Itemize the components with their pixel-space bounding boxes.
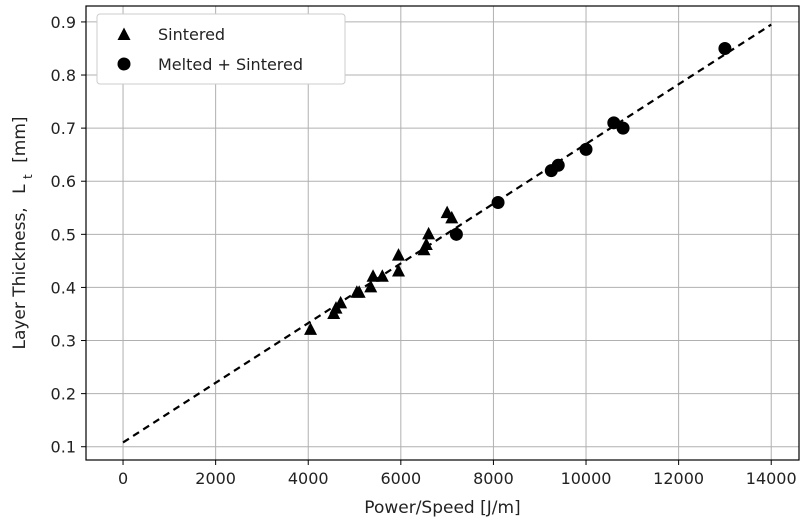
sintered-point (392, 248, 406, 261)
melted-sintered-point (449, 227, 463, 241)
x-tick-label: 2000 (195, 469, 236, 488)
sintered-point (364, 279, 378, 293)
sintered-point (366, 269, 380, 282)
y-axis-label: Layer Thickness, L t [mm] (10, 116, 35, 349)
y-tick-label: 0.1 (51, 438, 76, 457)
y-tick-label: 0.4 (51, 278, 76, 297)
sintered-point (334, 295, 348, 309)
legend-label-melted-sintered: Melted + Sintered (158, 55, 303, 74)
sintered-point (445, 210, 459, 224)
x-axis-label: Power/Speed [J/m] (364, 498, 520, 518)
y-axis-label-unit: [mm] (10, 116, 30, 162)
fit-line-layer (122, 23, 772, 444)
sintered-point (422, 226, 436, 240)
sintered-point (304, 322, 318, 335)
data-markers (304, 41, 732, 335)
sintered-point (352, 285, 366, 298)
x-tick-label: 6000 (380, 469, 421, 488)
legend-triangle-marker (117, 27, 131, 40)
fit-line (122, 23, 772, 444)
x-tick-label: 14000 (746, 469, 797, 488)
legend-box (96, 13, 346, 85)
y-tick-label: 0.6 (51, 172, 76, 191)
y-axis-label-text: Layer Thickness, (10, 207, 30, 349)
sintered-point (375, 269, 389, 282)
melted-sintered-point (551, 158, 565, 172)
y-tick-label: 0.9 (51, 13, 76, 32)
axis-ticks: 0 2000 4000 6000 8000 10000 12000 14000 0.1 0.2 0.… (51, 13, 797, 488)
x-tick-label: 0 (118, 469, 128, 488)
x-tick-label: 8000 (473, 469, 514, 488)
y-tick-label: 0.3 (51, 332, 76, 351)
legend: Sintered Melted + Sintered (96, 13, 346, 85)
legend-label-sintered: Sintered (158, 25, 225, 44)
legend-circle-marker (117, 57, 131, 71)
x-tick-label: 10000 (561, 469, 612, 488)
x-tick-label: 12000 (653, 469, 704, 488)
grid (86, 6, 799, 460)
melted-sintered-point (491, 195, 505, 209)
melted-sintered-point (616, 121, 630, 135)
y-tick-label: 0.8 (51, 66, 76, 85)
x-tick-label: 4000 (288, 469, 329, 488)
sintered-point (419, 237, 433, 250)
y-tick-label: 0.5 (51, 225, 76, 244)
melted-sintered-point (579, 142, 593, 156)
y-axis-label-symbol: L (10, 184, 30, 194)
y-axis-label-subscript: t (21, 174, 35, 179)
plot-frame (85, 5, 800, 461)
melted-sintered-point (718, 41, 732, 55)
y-tick-label: 0.2 (51, 385, 76, 404)
sintered-point (392, 263, 406, 277)
y-tick-label: 0.7 (51, 119, 76, 138)
